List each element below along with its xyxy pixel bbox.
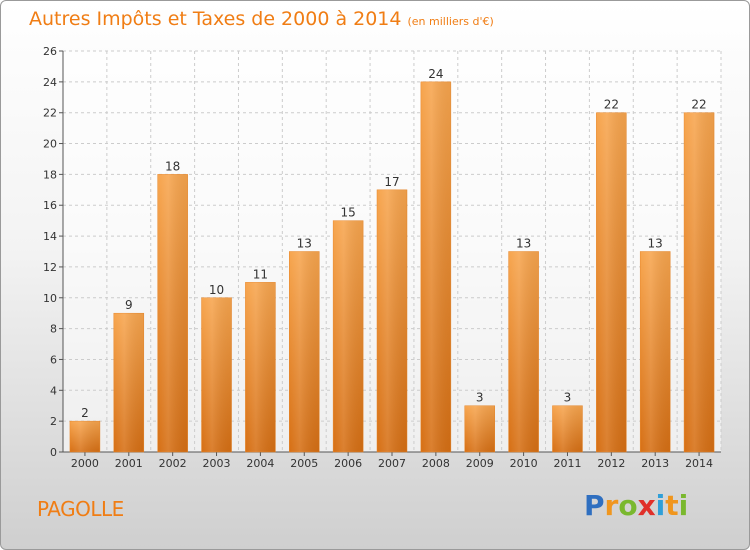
value-label-2012: 22 — [604, 98, 619, 112]
y-tick-label: 8 — [50, 323, 57, 336]
value-label-2004: 11 — [253, 267, 268, 281]
logo-letter: r — [604, 489, 619, 522]
proxiti-logo: Proxiti — [584, 489, 688, 522]
y-tick-label: 24 — [43, 76, 57, 89]
x-tick-label-2009: 2009 — [466, 457, 494, 470]
x-tick-label-2008: 2008 — [422, 457, 450, 470]
x-tick-label-2005: 2005 — [290, 457, 318, 470]
x-tick-label-2007: 2007 — [378, 457, 406, 470]
value-label-2013: 13 — [648, 237, 663, 251]
y-tick-label: 26 — [43, 45, 57, 58]
bar-shine-2000 — [69, 421, 100, 452]
logo-letter: i — [655, 489, 666, 522]
x-tick-label-2002: 2002 — [159, 457, 187, 470]
value-label-2014: 22 — [691, 98, 706, 112]
y-tick-label: 14 — [43, 230, 57, 243]
x-tick-label-2010: 2010 — [510, 457, 538, 470]
x-tick-label-2014: 2014 — [685, 457, 713, 470]
y-tick-label: 16 — [43, 199, 57, 212]
bar-shine-2002 — [157, 174, 188, 452]
y-tick-label: 4 — [50, 384, 57, 397]
chart-title: Autres Impôts et Taxes de 2000 à 2014 (en… — [29, 8, 494, 30]
bar-shine-2009 — [464, 405, 495, 452]
y-tick-label: 10 — [43, 292, 57, 305]
y-tick-label: 0 — [50, 446, 57, 459]
x-tick-label-2004: 2004 — [246, 457, 274, 470]
bar-shine-2014 — [684, 112, 715, 452]
x-tick-label-2011: 2011 — [553, 457, 581, 470]
y-tick-label: 22 — [43, 107, 57, 120]
x-tick-label-2000: 2000 — [71, 457, 99, 470]
value-label-2002: 18 — [165, 159, 180, 173]
value-label-2011: 3 — [564, 391, 572, 405]
y-tick-label: 6 — [50, 353, 57, 366]
value-label-2001: 9 — [125, 298, 133, 312]
x-tick-label-2006: 2006 — [334, 457, 362, 470]
bar-shine-2007 — [377, 189, 407, 453]
value-label-2000: 2 — [81, 406, 89, 420]
bar-shine-2010 — [508, 251, 539, 452]
bar-shine-2012 — [596, 112, 627, 452]
x-tick-label-2003: 2003 — [203, 457, 231, 470]
x-tick-label-2001: 2001 — [115, 457, 143, 470]
y-tick-label: 18 — [43, 168, 57, 181]
y-tick-label: 20 — [43, 138, 57, 151]
value-label-2006: 15 — [340, 206, 355, 220]
bar-shine-2008 — [420, 81, 451, 452]
chart-unit: (en milliers d'€) — [407, 15, 494, 28]
bar-layer — [69, 81, 715, 453]
value-label-2005: 13 — [297, 237, 312, 251]
logo-letter: i — [678, 489, 689, 522]
bar-shine-2003 — [201, 297, 232, 452]
x-tick-label-2012: 2012 — [597, 457, 625, 470]
label-layer: 2 2000 9 2001 18 2002 10 2003 11 2004 13 2005 15 2006… — [71, 67, 713, 470]
logo-letter: t — [665, 489, 679, 522]
bar-shine-2005 — [289, 251, 320, 452]
commune-name: PAGOLLE — [37, 497, 124, 521]
value-label-2008: 24 — [428, 67, 443, 81]
bar-shine-2004 — [245, 282, 276, 452]
logo-letter: o — [618, 489, 638, 522]
bar-shine-2001 — [113, 313, 144, 452]
bar-shine-2006 — [333, 220, 364, 452]
value-label-2009: 3 — [476, 391, 484, 405]
y-tick-label: 2 — [50, 415, 57, 428]
value-label-2007: 17 — [384, 175, 399, 189]
value-label-2003: 10 — [209, 283, 224, 297]
chart-title-text: Autres Impôts et Taxes de 2000 à 2014 — [29, 8, 402, 30]
value-label-2010: 13 — [516, 237, 531, 251]
x-tick-label-2013: 2013 — [641, 457, 669, 470]
bar-shine-2011 — [552, 405, 583, 452]
logo-letter: P — [584, 489, 605, 522]
bar-shine-2013 — [640, 251, 671, 452]
y-tick-label: 12 — [43, 261, 57, 274]
logo-letter: x — [637, 489, 656, 522]
